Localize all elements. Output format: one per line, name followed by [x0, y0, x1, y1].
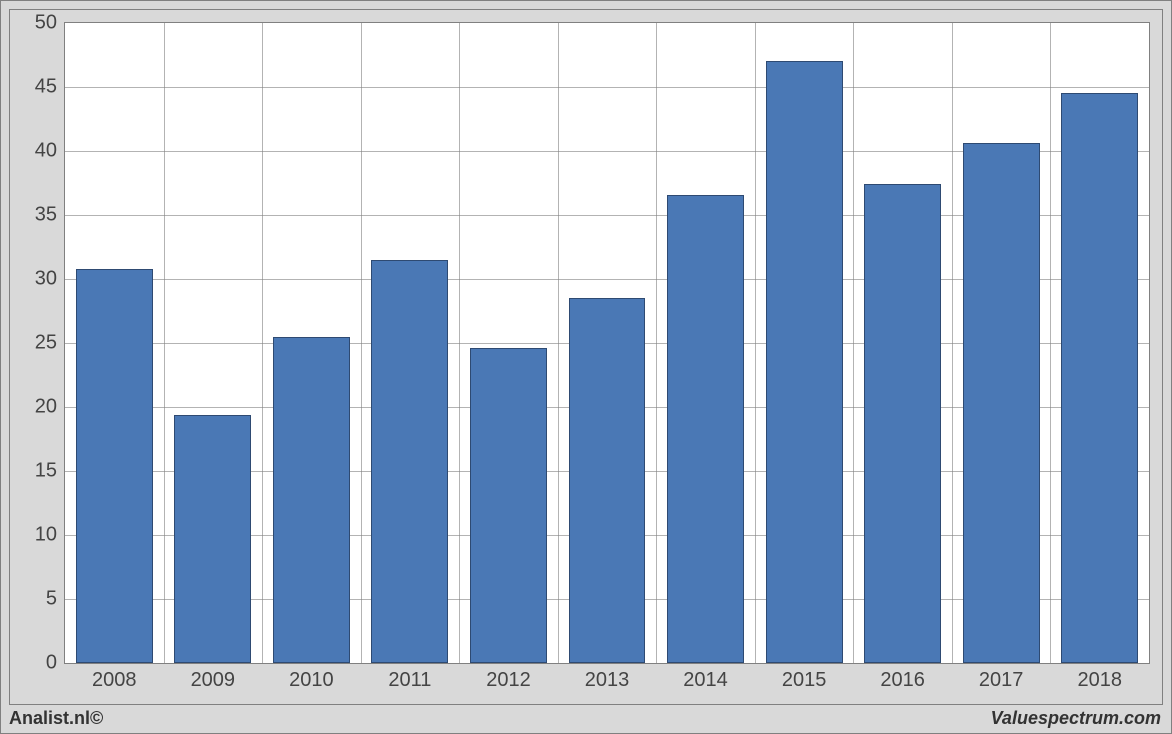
x-tick-label: 2008: [92, 663, 137, 692]
x-tick-label: 2017: [979, 663, 1024, 692]
bar: [1061, 93, 1138, 663]
gridline-horizontal: [65, 87, 1149, 88]
x-tick-label: 2011: [388, 663, 431, 692]
footer-right-label: Valuespectrum.com: [991, 708, 1161, 729]
y-tick-label: 50: [15, 12, 65, 35]
gridline-vertical: [361, 23, 362, 663]
plot-frame: 0 5 10 15 20 25 30 35 40 45 50 2008 2009 2010 2011 2012…: [9, 9, 1163, 705]
gridline-vertical: [853, 23, 854, 663]
gridline-vertical: [656, 23, 657, 663]
x-tick-label: 2012: [486, 663, 531, 692]
bar: [371, 260, 448, 663]
bar: [766, 61, 843, 663]
x-tick-label: 2014: [683, 663, 728, 692]
gridline-vertical: [755, 23, 756, 663]
gridline-vertical: [164, 23, 165, 663]
bar: [667, 195, 744, 663]
bar: [174, 415, 251, 663]
gridline-vertical: [459, 23, 460, 663]
plot-area: 0510152025303540455020082009201020112012…: [64, 22, 1150, 664]
y-tick-label: 40: [15, 140, 65, 163]
x-tick-label: 2009: [191, 663, 236, 692]
y-tick-label: 0: [15, 652, 65, 675]
footer-left-label: Analist.nl©: [9, 708, 103, 729]
bar: [963, 143, 1040, 663]
gridline-vertical: [1050, 23, 1051, 663]
bar: [273, 337, 350, 663]
y-tick-label: 15: [15, 460, 65, 483]
bar: [569, 298, 646, 663]
chart-container: 0 5 10 15 20 25 30 35 40 45 50 2008 2009 2010 2011 2012…: [0, 0, 1172, 734]
y-tick-label: 20: [15, 396, 65, 419]
x-tick-label: 2018: [1077, 663, 1122, 692]
y-tick-label: 35: [15, 204, 65, 227]
bar: [864, 184, 941, 663]
gridline-vertical: [558, 23, 559, 663]
gridline-vertical: [262, 23, 263, 663]
bar: [76, 269, 153, 663]
x-tick-label: 2016: [880, 663, 925, 692]
y-tick-label: 30: [15, 268, 65, 291]
y-tick-label: 5: [15, 588, 65, 611]
gridline-vertical: [952, 23, 953, 663]
y-tick-label: 10: [15, 524, 65, 547]
x-tick-label: 2015: [782, 663, 827, 692]
bar: [470, 348, 547, 663]
x-tick-label: 2010: [289, 663, 334, 692]
y-tick-label: 45: [15, 76, 65, 99]
y-tick-label: 25: [15, 332, 65, 355]
x-tick-label: 2013: [585, 663, 630, 692]
